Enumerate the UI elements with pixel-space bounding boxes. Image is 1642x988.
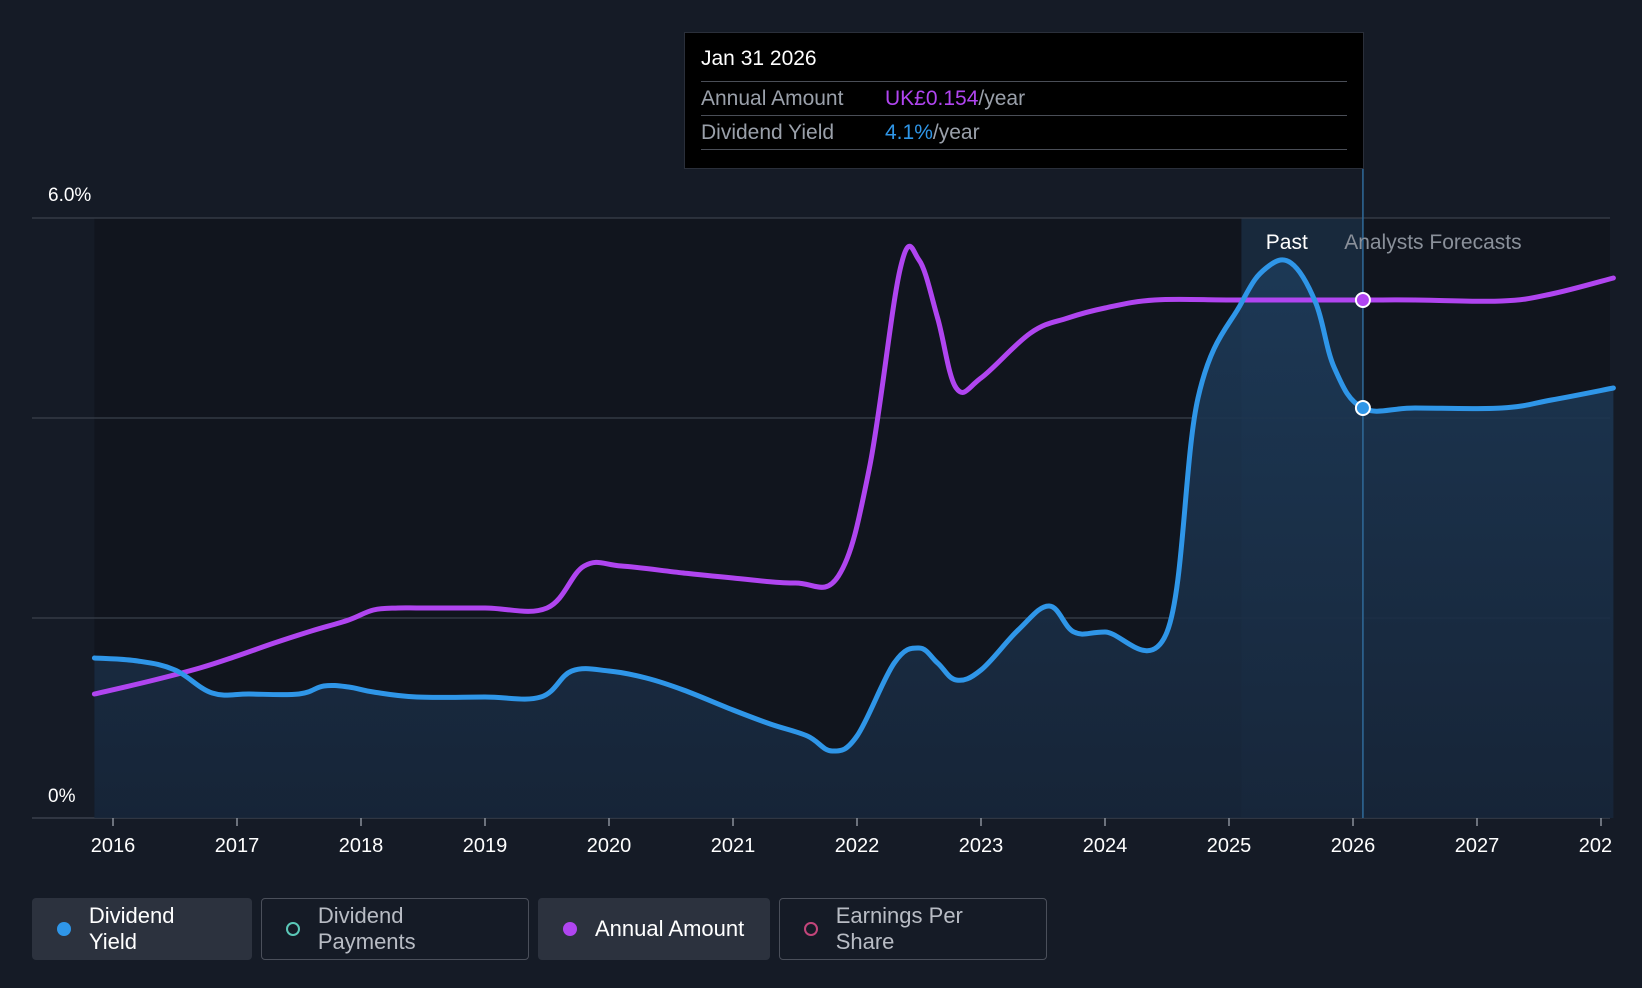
tooltip-row-annual-amount: Annual Amount UK£0.154 /year (701, 82, 1347, 116)
dividend-payments-ring-icon (286, 922, 300, 936)
chart-legend: Dividend Yield Dividend Payments Annual … (32, 898, 1056, 960)
legend-dividend-payments-button[interactable]: Dividend Payments (261, 898, 529, 960)
earnings-per-share-ring-icon (804, 922, 818, 936)
dividend-yield-line (91, 257, 1616, 754)
legend-label: Annual Amount (595, 916, 745, 941)
legend-label: Dividend Payments (317, 903, 416, 954)
annual-amount-line (91, 243, 1616, 697)
dividend-yield-dot-icon (57, 922, 71, 936)
x-axis-tick-label: 2027 (1455, 835, 1500, 857)
y-axis-top-label: 6.0% (48, 185, 91, 206)
tooltip-unit: /year (932, 121, 980, 144)
tooltip-label: Dividend Yield (701, 121, 835, 144)
dividend-yield-marker (1354, 400, 1371, 416)
legend-dividend-yield-button[interactable]: Dividend Yield (32, 898, 252, 960)
legend-label: Earnings Per Share (835, 903, 963, 954)
tooltip-unit: /year (978, 87, 1026, 110)
tooltip-value: UK£0.154 (885, 87, 979, 110)
x-axis-tick-label: 2028 (1579, 835, 1624, 857)
x-axis-tick-label: 2023 (959, 835, 1004, 857)
y-axis-bottom-label: 0% (48, 786, 76, 807)
x-axis-tick-label: 2020 (587, 835, 632, 857)
tooltip-row-dividend-yield: Dividend Yield 4.1% /year (701, 116, 1347, 150)
chart-tooltip: Jan 31 2026 Annual Amount UK£0.154 /year… (684, 32, 1364, 169)
x-axis-tick-label: 2017 (215, 835, 260, 857)
tooltip-label: Annual Amount (701, 87, 844, 110)
dividend-yield-area (94, 259, 1614, 818)
x-axis-tick-label: 2018 (339, 835, 384, 857)
x-axis-tick-label: 2022 (835, 835, 880, 857)
x-axis-tick-label: 2021 (711, 835, 756, 857)
past-region-label: Past (1266, 231, 1308, 254)
annual-amount-marker (1354, 292, 1371, 308)
x-axis-tick-label: 2025 (1207, 835, 1252, 857)
legend-annual-amount-button[interactable]: Annual Amount (538, 898, 770, 960)
x-axis-tick-label: 2019 (463, 835, 508, 857)
legend-label: Dividend Yield (88, 903, 175, 954)
legend-earnings-per-share-button[interactable]: Earnings Per Share (779, 898, 1047, 960)
tooltip-date: Jan 31 2026 (701, 45, 1347, 82)
forecast-region-label: Analysts Forecasts (1344, 231, 1521, 254)
x-axis-tick-label: 2026 (1331, 835, 1376, 857)
x-axis-tick-label: 2024 (1083, 835, 1128, 857)
annual-amount-dot-icon (563, 922, 577, 936)
tooltip-value: 4.1% (885, 121, 933, 144)
x-axis-tick-label: 2016 (91, 835, 136, 857)
